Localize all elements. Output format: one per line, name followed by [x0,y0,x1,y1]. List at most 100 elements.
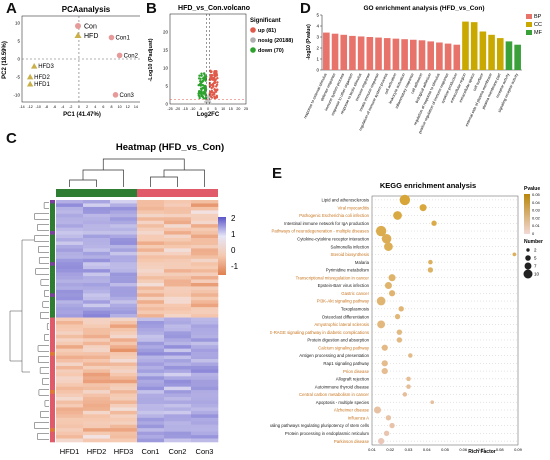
heatmap-cell [56,355,84,360]
go-bar [496,38,504,70]
heatmap-cell [56,220,84,225]
heatmap-cell [164,317,192,322]
heatmap-cell [56,407,84,412]
heatmap-cell [137,431,165,436]
heatmap-cell [137,403,165,408]
kegg-point [384,242,393,251]
pca-xtick: 4 [94,105,96,109]
heatmap-cell [191,352,219,356]
heatmap-cell [56,314,84,318]
heatmap-row-strip [50,289,55,294]
heatmap-cell [164,338,192,343]
heatmap-cell [83,314,111,318]
heatmap-cell [137,324,165,329]
volcano-up-point [210,96,214,99]
heatmap-cell [83,410,111,415]
heatmap-cell [137,255,165,260]
heatmap-cell [164,269,192,273]
volcano-xtick: 0 [207,107,209,111]
kegg-point [381,234,392,244]
volcano-up-point [208,83,212,87]
heatmap-cell [191,431,219,436]
pca-xtick: 10 [118,105,122,109]
kegg-xtick: 0.02 [386,447,395,452]
heatmap-row-strip [50,286,55,291]
heatmap-cell [56,293,84,298]
heatmap-row-strip [50,227,55,232]
heatmap-row-strip [50,210,55,215]
volcano-down-point [201,95,205,99]
heatmap-cell [110,248,138,253]
volcano-nosig-point [206,101,209,104]
volcano-down-point [202,72,206,75]
volcano-legend-marker [250,47,256,53]
pca-ytick: 10 [15,21,21,26]
kegg-term-label: Malaria [355,260,370,265]
heatmap-cell [137,231,165,235]
heatmap-row-strip [50,244,55,249]
volcano-xlabel: Log2FC [197,112,220,118]
heatmap-cell [56,289,84,294]
heatmap-row-strip [50,203,55,208]
kegg-term-label: Pathogenic Escherichia coli infection [299,213,369,218]
kegg-number-tick: 10 [534,272,540,277]
heatmap-cell [164,310,192,315]
heatmap-row-strip [50,393,55,398]
heatmap-cell [137,241,165,246]
heatmap-cell [83,276,111,280]
heatmap-cell [83,303,111,308]
heatmap-cell [110,397,138,401]
volcano-down-point [199,90,203,93]
kegg-point [406,384,411,389]
heatmap-cell [164,307,192,311]
heatmap-cell [191,296,219,301]
heatmap-row-dendrogram [37,345,49,352]
go-bar [505,41,513,70]
heatmap-cell [137,376,165,381]
volcano-xtick: 25 [244,107,248,111]
heatmap-cell [164,300,192,305]
heatmap-cell [56,369,84,374]
heatmap-cell [110,231,138,235]
kegg-xtick: 0.05 [441,447,450,452]
go-ytick: 2 [316,46,319,51]
heatmap-row-dendrogram [35,268,49,275]
heatmap-cell [83,334,111,339]
heatmap-cell [191,310,219,315]
heatmap-cell [164,279,192,284]
heatmap-cell [56,372,84,377]
heatmap-col-dendrogram [102,158,185,170]
heatmap-row-strip [50,438,55,443]
panel-label-b: B [146,0,157,17]
volcano-up-point [213,81,217,84]
heatmap-cell [83,296,111,301]
kegg-term-label: Cytokine-cytokine receptor interaction [297,236,369,241]
go-category-label: cell surface [472,73,484,92]
heatmap-cell [56,258,84,263]
kegg-point [389,422,395,429]
heatmap-row-dendrogram [46,323,49,330]
heatmap-cell [191,317,219,322]
panel-label-d: D [300,0,311,17]
heatmap-cell [56,324,84,329]
heatmap-cell [164,262,192,266]
volcano-up-point [208,81,212,85]
go-bar [514,44,521,70]
kegg-point [431,220,437,226]
heatmap-cell [56,265,84,270]
heatmap-row-strip [50,255,55,260]
heatmap-row-dendrogram [38,257,49,264]
heatmap-cell [83,431,111,436]
heatmap-row-dendrogram [43,202,49,209]
heatmap-cell [137,310,165,315]
heatmap-cell [56,310,84,315]
heatmap-cell [83,217,111,222]
heatmap-cell [191,379,219,384]
heatmap-cell [56,213,84,218]
heatmap-cell [137,303,165,308]
pca-point-label: Con3 [120,93,135,99]
kegg-point [375,225,387,237]
kegg-point [381,360,388,367]
heatmap-cell [83,390,111,394]
heatmap-cell [137,400,165,405]
